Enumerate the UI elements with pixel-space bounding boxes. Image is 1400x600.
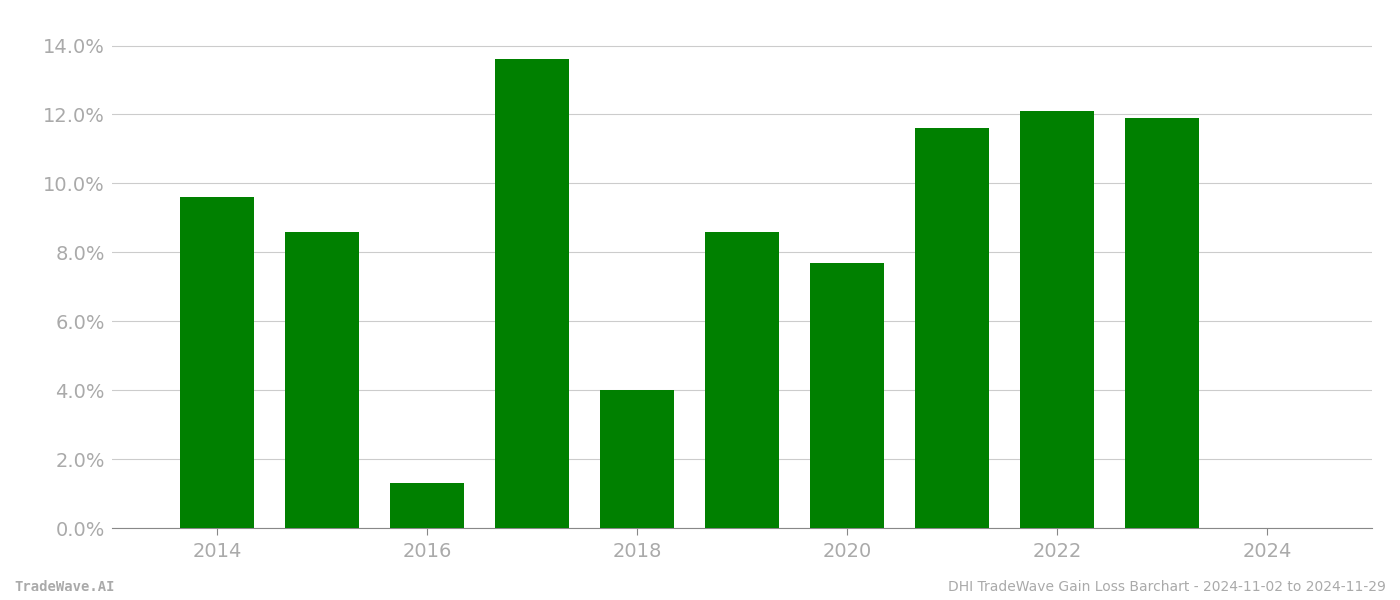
Bar <box>391 483 463 528</box>
Bar <box>496 59 568 528</box>
Text: TradeWave.AI: TradeWave.AI <box>14 580 115 594</box>
Bar <box>286 232 358 528</box>
Bar <box>811 263 883 528</box>
Bar <box>1126 118 1198 528</box>
Bar <box>916 128 988 528</box>
Bar <box>1021 111 1093 528</box>
Bar <box>706 232 778 528</box>
Bar <box>601 390 673 528</box>
Bar <box>181 197 253 528</box>
Text: DHI TradeWave Gain Loss Barchart - 2024-11-02 to 2024-11-29: DHI TradeWave Gain Loss Barchart - 2024-… <box>948 580 1386 594</box>
